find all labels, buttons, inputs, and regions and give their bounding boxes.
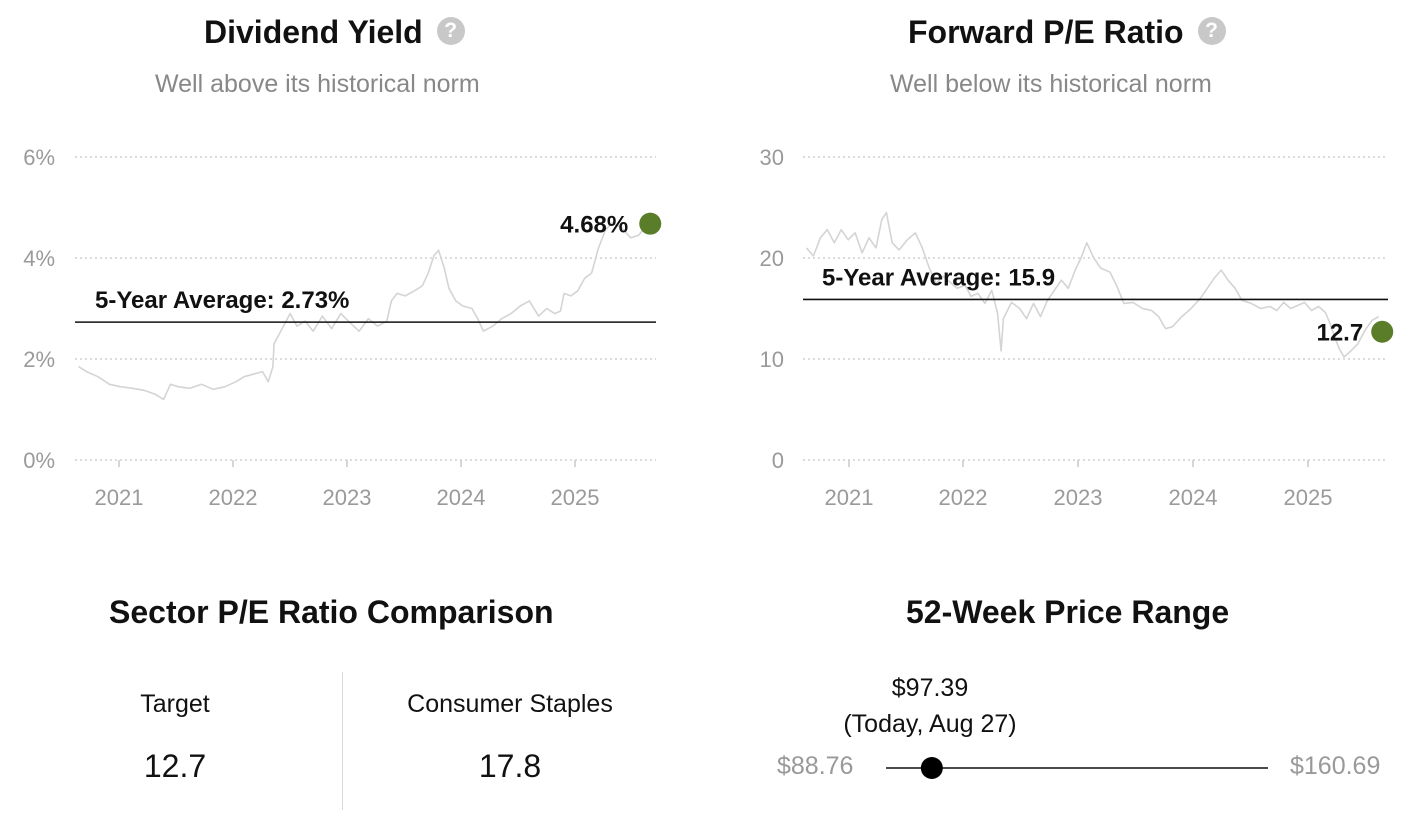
x-tick-label: 2023 [323,485,372,510]
range-current-marker [920,757,943,779]
forward-pe-chart: 0 10 20 30 2021 2022 2023 2024 2025 5-Year Averag… [760,145,1394,510]
x-tick-label: 2025 [551,485,600,510]
average-label: 5-Year Average: 2.73% [95,287,349,314]
current-value-label: 4.68% [560,212,628,239]
y-tick-label: 2% [23,347,55,372]
x-tick-label: 2021 [825,485,874,510]
dividend-chart-subtitle: Well above its historical norm [155,70,480,98]
x-tick-label: 2022 [939,485,988,510]
x-tick-label: 2024 [1169,485,1218,510]
x-tick-label: 2024 [437,485,486,510]
sector-label-target: Target [140,690,210,718]
sector-label-consumer-staples: Consumer Staples [407,690,613,718]
sector-value-consumer-staples: 17.8 [478,748,542,784]
current-value-label: 12.7 [1316,320,1363,347]
average-label: 5-Year Average: 15.9 [822,264,1055,291]
y-tick-label: 6% [23,145,55,170]
dividend-title-text: Dividend Yield [204,14,423,50]
pe-chart-title: Forward P/E Ratio? [908,14,1226,51]
range-current-note: (Today, Aug 27) [843,710,1017,738]
range-bar [886,757,1268,779]
y-tick-label: 4% [23,246,55,271]
pe-chart-subtitle: Well below its historical norm [890,70,1212,98]
current-value-dot [1371,320,1394,343]
dividend-yield-chart: 0% 2% 4% 6% 2021 2022 2023 2024 2025 5-Year Avera… [23,145,662,510]
sector-value-target: 12.7 [143,748,207,784]
sector-divider [342,672,343,810]
range-high-label: $160.69 [1290,752,1381,780]
y-tick-label: 0 [772,448,784,473]
range-low-label: $88.76 [777,752,854,780]
x-tick-label: 2021 [95,485,144,510]
series-line [78,221,648,401]
x-tick-label: 2025 [1284,485,1333,510]
pe-title-text: Forward P/E Ratio [908,14,1184,50]
dividend-chart-title: Dividend Yield? [204,14,465,51]
series-line [805,211,1380,358]
range-current-price: $97.39 [891,674,969,702]
y-tick-label: 10 [760,347,784,372]
y-tick-label: 0% [23,448,55,473]
sector-title: Sector P/E Ratio Comparison [109,594,554,630]
current-value-dot [639,212,662,235]
x-tick-label: 2023 [1054,485,1103,510]
range-title: 52-Week Price Range [906,594,1230,630]
question-icon[interactable]: ? [1197,16,1226,45]
x-tick-label: 2022 [209,485,258,510]
y-tick-label: 30 [760,145,784,170]
y-tick-label: 20 [760,246,784,271]
question-icon[interactable]: ? [436,16,465,45]
